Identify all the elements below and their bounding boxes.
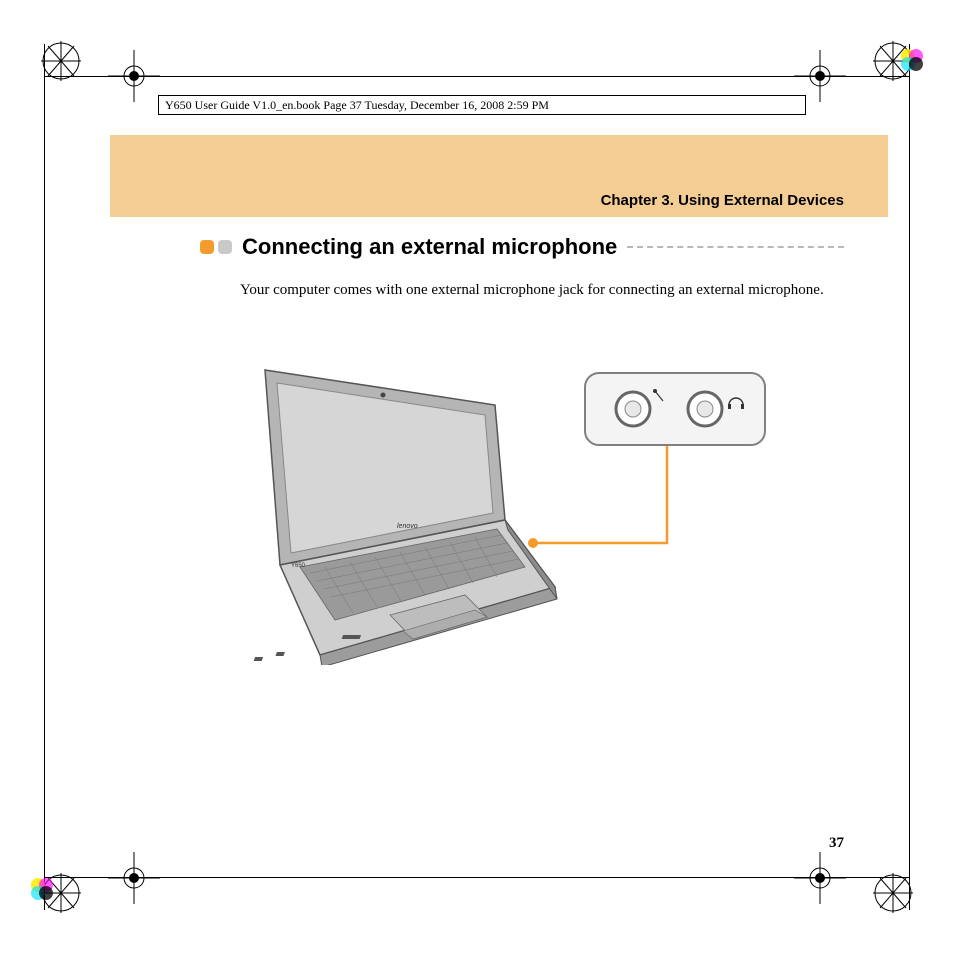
- registration-mark-icon: [108, 50, 160, 102]
- laptop-svg: lenovo Y650: [254, 370, 557, 665]
- registration-mark-icon: [108, 852, 160, 904]
- model-label: Y650: [291, 563, 306, 569]
- body-paragraph: Your computer comes with one external mi…: [240, 280, 834, 300]
- crop-line-left: [44, 44, 45, 910]
- color-registration-icon: [900, 48, 924, 77]
- section-divider-line: [627, 246, 844, 248]
- crop-line-right: [909, 44, 910, 910]
- audio-jacks-callout: [585, 373, 765, 445]
- chapter-title: Chapter 3. Using External Devices: [601, 192, 844, 209]
- section-title: Connecting an external microphone: [242, 234, 617, 260]
- registration-mark-icon: [794, 852, 846, 904]
- printer-mark-fan-icon: [868, 868, 918, 918]
- meta-header-text: Y650 User Guide V1.0_en.book Page 37 Tue…: [165, 98, 549, 113]
- bullet-inactive-icon: [218, 240, 232, 254]
- page-number: 37: [829, 835, 844, 852]
- bullet-active-icon: [200, 240, 214, 254]
- brand-label: lenovo: [397, 523, 418, 530]
- crop-line-bottom: [44, 877, 910, 878]
- color-registration-icon: [30, 877, 54, 906]
- crop-line-top: [44, 76, 910, 77]
- laptop-illustration: lenovo Y650: [225, 355, 785, 665]
- printer-mark-fan-icon: [36, 36, 86, 86]
- callout-line: [528, 445, 667, 548]
- pdf-meta-header: Y650 User Guide V1.0_en.book Page 37 Tue…: [158, 95, 806, 115]
- section-heading-row: Connecting an external microphone: [200, 234, 844, 260]
